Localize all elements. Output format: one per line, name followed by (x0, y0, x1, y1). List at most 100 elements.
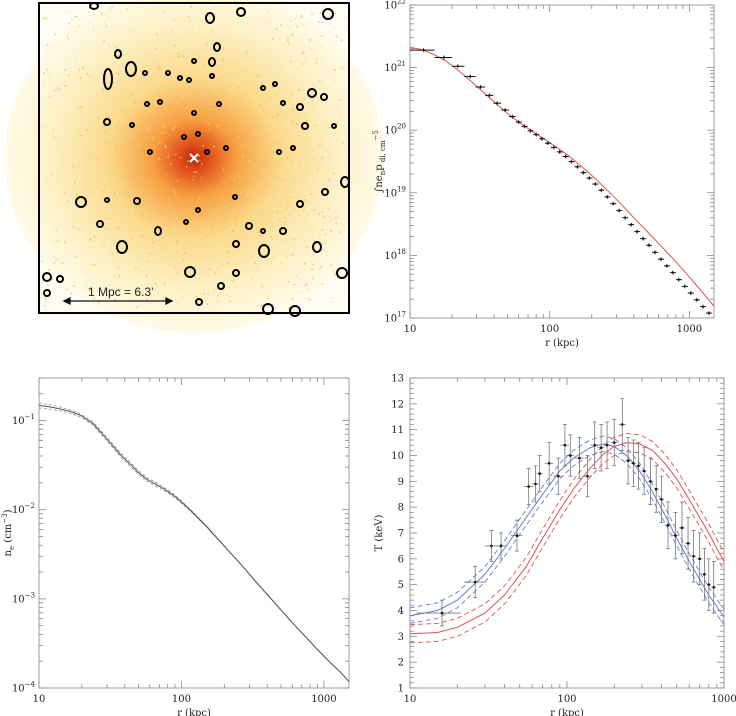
excluded-point-sources (42, 2, 350, 317)
noise-speck (302, 51, 305, 54)
noise-speck (309, 48, 312, 50)
noise-speck (260, 234, 262, 237)
data-point (695, 298, 698, 301)
noise-speck (87, 288, 90, 290)
noise-speck (285, 238, 288, 240)
noise-speck (222, 95, 225, 97)
noise-speck (102, 89, 104, 91)
noise-speck (286, 57, 289, 59)
noise-speck (149, 110, 151, 113)
data-point (606, 195, 609, 199)
noise-speck (76, 15, 78, 18)
noise-speck (328, 179, 330, 182)
noise-speck (145, 275, 148, 277)
noise-speck (196, 134, 199, 136)
data-point (594, 182, 597, 186)
noise-speck (68, 11, 71, 13)
source-region (280, 100, 286, 106)
noise-speck (206, 255, 209, 258)
y-tick-label: 7 (398, 529, 404, 540)
noise-speck (176, 240, 178, 243)
noise-speck (291, 253, 294, 256)
noise-speck (66, 183, 68, 186)
noise-speck (304, 156, 306, 159)
noise-speck (217, 39, 219, 41)
noise-speck (335, 217, 337, 219)
noise-speck (228, 251, 230, 253)
noise-speck (146, 260, 148, 263)
noise-speck (129, 133, 132, 136)
density-upper-bound (38, 402, 350, 682)
noise-speck (123, 92, 126, 95)
x-tick-label: 10 (33, 694, 46, 705)
noise-speck (52, 305, 55, 308)
noise-speck (192, 178, 194, 181)
temp-point (578, 456, 581, 460)
x-tick-label: 10 (404, 694, 417, 705)
noise-speck (230, 25, 233, 28)
noise-speck (330, 264, 332, 266)
noise-speck (207, 123, 210, 125)
noise-speck (263, 160, 265, 163)
noise-speck (155, 119, 158, 121)
noise-speck (159, 141, 161, 144)
noise-speck (77, 72, 80, 75)
temp-point (499, 544, 503, 548)
noise-speck (176, 271, 179, 274)
temp-point (440, 611, 444, 615)
noise-speck (284, 221, 286, 224)
noise-speck (314, 60, 317, 63)
noise-speck (41, 172, 44, 174)
noise-speck (182, 55, 184, 57)
noise-speck (252, 287, 255, 290)
noise-speck (298, 39, 300, 41)
noise-speck (197, 219, 199, 221)
noise-speck (263, 250, 266, 252)
noise-speck (244, 144, 246, 147)
noise-speck (341, 253, 344, 255)
noise-speck (77, 107, 79, 109)
noise-speck (193, 175, 195, 178)
source-region (157, 99, 163, 105)
temp-point (626, 459, 630, 462)
noise-speck (251, 278, 253, 281)
noise-speck (308, 202, 311, 204)
noise-speck (332, 27, 335, 29)
noise-speck (195, 171, 197, 173)
noise-speck (212, 48, 214, 50)
xray-halo (4, 0, 384, 333)
noise-speck (176, 180, 179, 182)
noise-speck (158, 69, 160, 72)
noise-speck (102, 14, 105, 17)
source-region (289, 305, 301, 317)
noise-speck (134, 101, 136, 103)
noise-speck (194, 256, 196, 259)
y-tick-label: 12 (391, 399, 404, 410)
noise-speck (340, 222, 343, 225)
noise-speck (97, 301, 100, 304)
noise-speck (303, 24, 305, 26)
noise-speck (181, 97, 183, 99)
noise-speck (288, 280, 290, 283)
y-tick-label: 11 (391, 425, 404, 436)
tick-exponent: 18 (397, 248, 406, 256)
noise-speck (90, 263, 93, 266)
noise-speck (188, 20, 191, 22)
noise-speck (240, 192, 242, 194)
noise-speck (188, 47, 190, 50)
noise-speck (85, 282, 87, 285)
noise-speck (86, 129, 89, 131)
source-region (279, 227, 287, 235)
y-label-part: (cm (3, 523, 14, 546)
noise-speck (337, 216, 340, 219)
data-point (701, 305, 705, 308)
noise-speck (170, 105, 172, 107)
noise-speck (280, 24, 282, 26)
noise-speck (90, 239, 92, 241)
tick-exponent: −4 (25, 681, 36, 689)
noise-speck (93, 28, 95, 31)
noise-speck (70, 292, 73, 295)
data-point (630, 223, 633, 226)
noise-speck (171, 29, 173, 32)
noise-speck (275, 95, 277, 97)
